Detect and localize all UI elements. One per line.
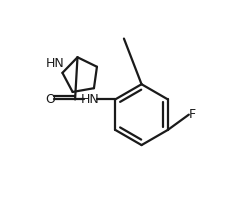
- Text: HN: HN: [46, 57, 64, 70]
- Text: O: O: [45, 93, 55, 106]
- Text: F: F: [189, 108, 196, 121]
- Text: HN: HN: [81, 93, 100, 106]
